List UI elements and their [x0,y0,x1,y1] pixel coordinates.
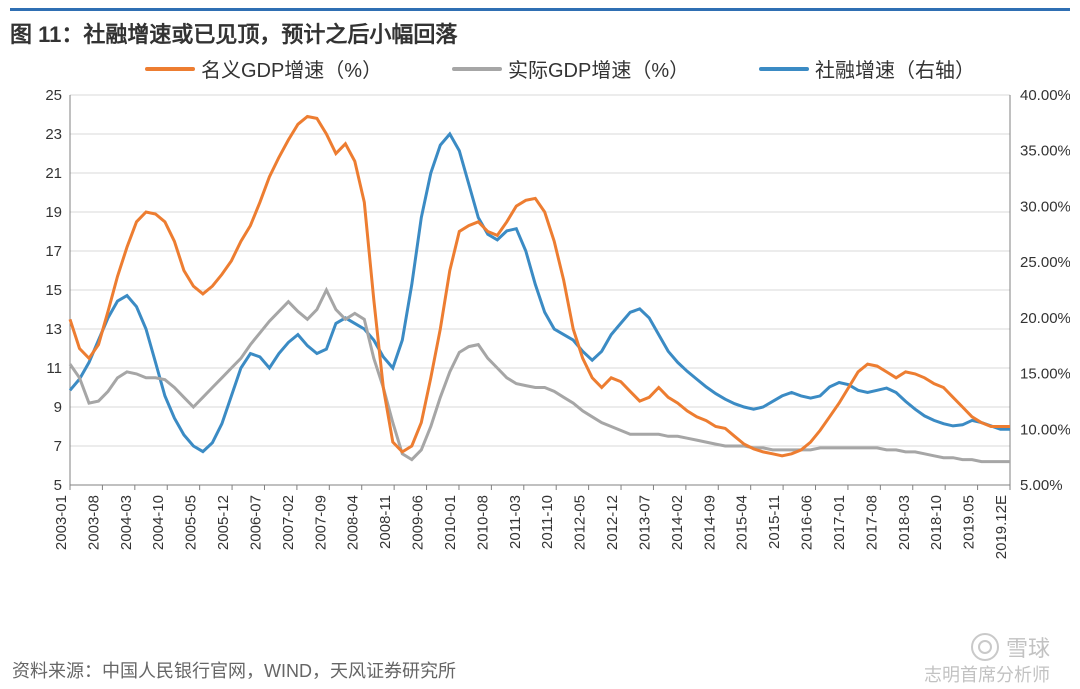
x-tick: 2012-05 [572,495,589,550]
y-right-tick: 15.00% [1020,366,1070,383]
chart-area: 5 7 9 11 13 15 17 19 21 23 25 5.00% 10.00% 15.00% 20.0… [10,55,1070,615]
y-left-tick: 21 [45,165,62,182]
watermark-sub: 志明首席分析师 [924,661,1050,687]
source-text: 资料来源：中国人民银行官网，WIND，天风证券研究所 [12,657,456,683]
y-left-tick: 7 [54,438,62,455]
x-tick: 2005-05 [183,495,200,550]
y-right-tick: 5.00% [1020,477,1063,494]
y-left-tick: 9 [54,399,62,416]
x-tick: 2017-01 [831,495,848,550]
x-tick: 2003-01 [53,495,70,550]
x-tick: 2004-10 [150,495,167,550]
x-tick: 2006-07 [247,495,264,550]
x-tick: 2009-06 [410,495,427,550]
x-tick: 2007-09 [312,495,329,550]
x-tick: 2010-08 [474,495,491,550]
x-tick: 2005-12 [215,495,232,550]
x-tick: 2015-11 [766,495,783,549]
x-tick: 2016-06 [799,495,816,550]
x-tick: 2018-03 [896,495,913,550]
x-tick: 2014-02 [669,495,686,550]
line-social-fin [70,134,1010,452]
x-tick: 2004-03 [118,495,135,550]
line-nominal-gdp [70,117,1010,456]
y-right-tick: 35.00% [1020,143,1070,160]
line-real-gdp [70,290,1010,462]
x-tick: 2019.05 [961,495,978,549]
y-left-tick: 19 [45,204,62,221]
y-left-tick: 5 [54,477,62,494]
x-tick: 2010-01 [442,495,459,550]
y-left-tick: 15 [45,282,62,299]
y-left-tick: 17 [45,243,62,260]
x-tick: 2008-04 [345,495,362,550]
y-right-tick: 20.00% [1020,310,1070,327]
chart-title: 图 11：社融增速或已见顶，预计之后小幅回落 [10,8,1070,55]
y-left-tick: 11 [46,360,62,377]
y-left-tick: 13 [45,321,62,338]
x-tick: 2015-04 [734,495,751,550]
x-tick: 2012-12 [604,495,621,550]
x-tick: 2018-10 [928,495,945,550]
x-tick: 2007-02 [280,495,297,550]
x-tick: 2014-09 [701,495,718,550]
y-left-tick: 23 [45,126,62,143]
x-tick: 2011-03 [507,495,524,549]
x-tick: 2019.12E [993,495,1010,559]
y-right-tick: 40.00% [1020,87,1070,104]
y-right-tick: 10.00% [1020,421,1070,438]
x-tick: 2017-08 [863,495,880,550]
chart-svg: 5 7 9 11 13 15 17 19 21 23 25 5.00% 10.00% 15.00% 20.0… [10,55,1070,615]
y-left-tick: 25 [45,87,62,104]
y-right-tick: 30.00% [1020,198,1070,215]
x-tick: 2013-07 [636,495,653,550]
x-tick: 2011-10 [539,495,556,549]
y-right-tick: 25.00% [1020,254,1070,271]
x-tick: 2008-11 [377,495,394,549]
x-tick: 2003-08 [85,495,102,550]
